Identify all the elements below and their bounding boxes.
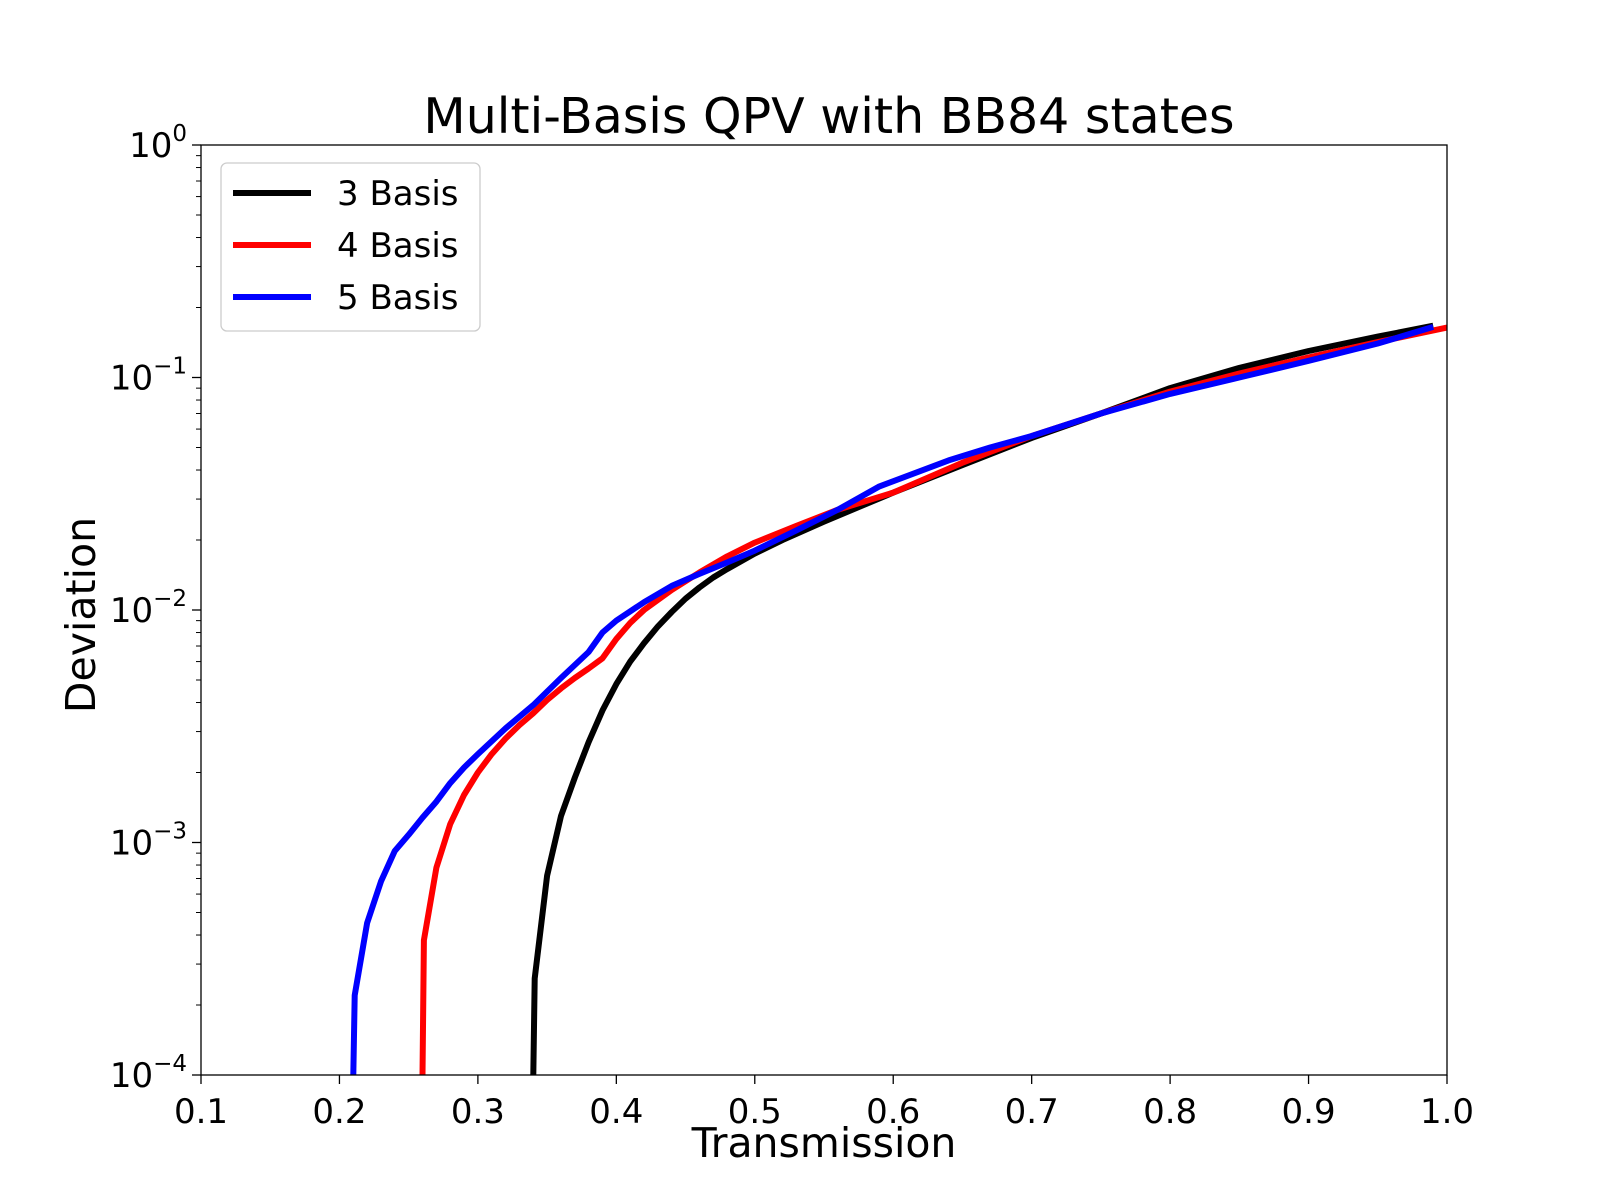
- y-tick-base: 10: [110, 591, 153, 631]
- y-tick-base: 10: [110, 359, 153, 399]
- y-tick-exponent: −3: [153, 819, 187, 845]
- x-tick-label: 0.7: [1005, 1092, 1059, 1132]
- x-tick-label: 0.5: [728, 1092, 782, 1132]
- x-axis-label: Transmission: [691, 1119, 957, 1167]
- x-tick-label: 0.1: [174, 1092, 228, 1132]
- series-layer: [350, 322, 1447, 1075]
- x-tick-label: 0.2: [312, 1092, 366, 1132]
- y-axis-label: Deviation: [57, 517, 105, 713]
- y-tick-base: 10: [110, 1056, 153, 1096]
- y-tick-exponent: 0: [172, 121, 187, 147]
- legend-items: 3 Basis 4 Basis 5 Basis: [233, 174, 458, 318]
- x-tick-label: 0.9: [1282, 1092, 1336, 1132]
- series-line-2: [419, 324, 1447, 1075]
- x-tick-label: 1.0: [1420, 1092, 1474, 1132]
- y-tick-label: 10−3: [110, 819, 187, 864]
- series-line-3: [350, 324, 1435, 1075]
- x-tick-label: 0.3: [451, 1092, 505, 1132]
- y-tick-exponent: −2: [153, 586, 187, 612]
- y-tick-base: 10: [110, 824, 153, 864]
- y-tick-exponent: −4: [153, 1051, 187, 1077]
- legend: 3 Basis 4 Basis 5 Basis: [220, 162, 481, 332]
- legend-label-1: 3 Basis: [337, 174, 458, 214]
- legend-label-2: 4 Basis: [337, 226, 458, 266]
- x-axis: 0.1 0.2 0.3 0.4 0.5 0.6 0.7 0.8 0.9 1.0: [174, 1075, 1474, 1132]
- x-tick-label: 0.6: [866, 1092, 920, 1132]
- chart-title: Multi-Basis QPV with BB84 states: [423, 88, 1234, 145]
- y-tick-base: 10: [129, 126, 172, 166]
- series-line-1: [530, 322, 1434, 1075]
- legend-label-3: 5 Basis: [337, 278, 458, 318]
- legend-box: [220, 162, 481, 332]
- x-tick-label: 0.8: [1143, 1092, 1197, 1132]
- y-tick-label: 10−1: [110, 354, 187, 399]
- y-tick-exponent: −1: [153, 354, 187, 380]
- y-tick-label: 100: [129, 121, 187, 166]
- y-tick-label: 10−4: [110, 1051, 187, 1096]
- x-tick-label: 0.4: [589, 1092, 643, 1132]
- y-tick-label: 10−2: [110, 586, 187, 631]
